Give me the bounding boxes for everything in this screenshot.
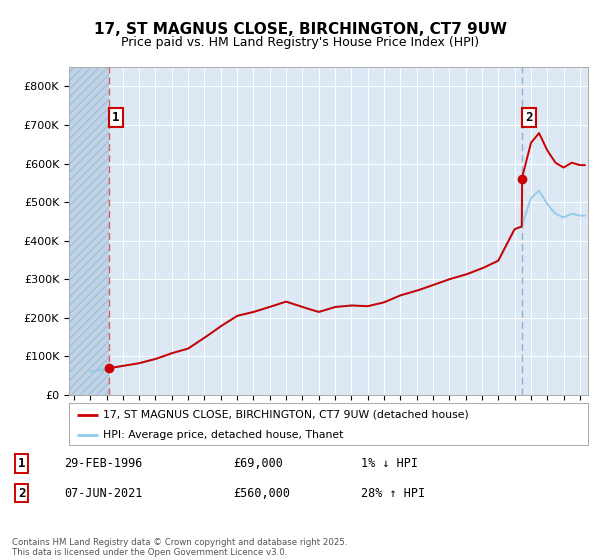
Text: Price paid vs. HM Land Registry's House Price Index (HPI): Price paid vs. HM Land Registry's House … — [121, 36, 479, 49]
Text: 07-JUN-2021: 07-JUN-2021 — [64, 487, 143, 500]
Text: 1% ↓ HPI: 1% ↓ HPI — [361, 457, 418, 470]
Text: Contains HM Land Registry data © Crown copyright and database right 2025.
This d: Contains HM Land Registry data © Crown c… — [12, 538, 347, 557]
Text: £69,000: £69,000 — [233, 457, 283, 470]
Text: 1: 1 — [18, 457, 25, 470]
Text: 17, ST MAGNUS CLOSE, BIRCHINGTON, CT7 9UW (detached house): 17, ST MAGNUS CLOSE, BIRCHINGTON, CT7 9U… — [103, 410, 469, 420]
Text: 2: 2 — [525, 111, 533, 124]
Text: 17, ST MAGNUS CLOSE, BIRCHINGTON, CT7 9UW: 17, ST MAGNUS CLOSE, BIRCHINGTON, CT7 9U… — [94, 22, 506, 38]
Text: 2: 2 — [18, 487, 25, 500]
Text: £560,000: £560,000 — [233, 487, 290, 500]
Text: 28% ↑ HPI: 28% ↑ HPI — [361, 487, 425, 500]
Text: 1: 1 — [112, 111, 120, 124]
Text: HPI: Average price, detached house, Thanet: HPI: Average price, detached house, Than… — [103, 430, 343, 440]
Text: 29-FEB-1996: 29-FEB-1996 — [64, 457, 143, 470]
Bar — [69, 67, 109, 395]
